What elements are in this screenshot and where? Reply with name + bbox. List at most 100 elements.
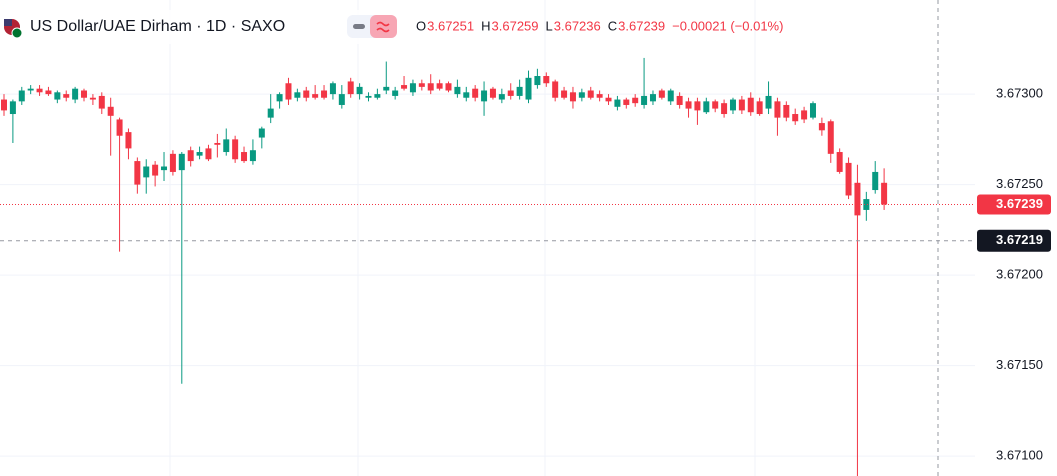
legend-value: 3.67236 bbox=[554, 18, 601, 33]
candle-body bbox=[249, 150, 256, 162]
candle-body bbox=[712, 101, 719, 109]
legend-key: H bbox=[481, 18, 490, 33]
candle-body bbox=[63, 94, 70, 98]
candle-body bbox=[241, 152, 248, 162]
pill-wave-icon[interactable] bbox=[376, 21, 390, 33]
candle-body bbox=[258, 128, 265, 138]
candle-body bbox=[489, 88, 496, 98]
candle-body bbox=[196, 152, 203, 156]
flag-us-canton bbox=[4, 19, 12, 26]
candle-body bbox=[18, 90, 25, 102]
candle-body bbox=[321, 90, 328, 98]
y-tick-label: 3.67200 bbox=[996, 267, 1043, 282]
candle-body bbox=[561, 90, 568, 98]
legend-key: C bbox=[608, 18, 617, 33]
candle-body bbox=[418, 83, 425, 87]
candles bbox=[1, 57, 888, 476]
candle-body bbox=[463, 92, 470, 98]
legend-value: 3.67259 bbox=[492, 18, 539, 33]
legend-change: −0.00021 (−0.01%) bbox=[672, 18, 783, 33]
candle-body bbox=[1, 99, 7, 111]
symbol-title[interactable]: US Dollar/UAE Dirham · 1D · SAXO bbox=[30, 18, 285, 35]
candle-body bbox=[454, 86, 461, 95]
candle-body bbox=[169, 153, 176, 172]
candle-body bbox=[116, 119, 123, 136]
candle-body bbox=[792, 114, 799, 122]
candle-body bbox=[854, 182, 861, 216]
legend-key: L bbox=[546, 18, 553, 33]
candle-body bbox=[498, 94, 505, 100]
last-price-box bbox=[977, 194, 1051, 215]
candle-body bbox=[294, 92, 301, 98]
candle-body bbox=[187, 150, 194, 162]
crosshair-price-label: 3.67219 bbox=[996, 232, 1043, 247]
candle-body bbox=[481, 90, 488, 102]
flag-icon bbox=[4, 19, 23, 39]
candle-body bbox=[303, 90, 310, 98]
candle-body bbox=[383, 86, 390, 91]
pill-dash-icon[interactable] bbox=[353, 24, 365, 29]
candle-body bbox=[543, 76, 550, 84]
candle-body bbox=[756, 101, 763, 115]
candle-body bbox=[703, 101, 710, 113]
candle-body bbox=[445, 83, 452, 91]
candle-body bbox=[596, 94, 603, 98]
candle-body bbox=[98, 95, 105, 109]
candle-body bbox=[765, 95, 772, 109]
candle-body bbox=[623, 99, 630, 105]
candle-body bbox=[223, 139, 230, 153]
candle-body bbox=[658, 90, 665, 98]
candle-body bbox=[436, 83, 443, 89]
candle-body bbox=[161, 166, 168, 171]
candle-body bbox=[818, 123, 825, 131]
candle-body bbox=[54, 92, 61, 100]
candle-body bbox=[605, 97, 612, 102]
candle-body bbox=[89, 97, 96, 100]
candle-body bbox=[267, 108, 274, 118]
candle-body bbox=[525, 77, 532, 100]
candle-body bbox=[694, 101, 701, 111]
candle-body bbox=[134, 161, 141, 185]
candle-body bbox=[587, 90, 594, 98]
candle-body bbox=[401, 85, 408, 89]
candle-body bbox=[801, 110, 808, 120]
price-axis: 3.67100 3.67150 3.67200 3.67250 3.67300 3.672… bbox=[977, 86, 1051, 463]
candle-body bbox=[356, 86, 363, 95]
indicator-pills[interactable] bbox=[347, 15, 397, 38]
candle-body bbox=[827, 121, 834, 154]
candle-body bbox=[329, 83, 336, 95]
grid bbox=[0, 93, 975, 457]
legend-value: 3.67251 bbox=[427, 18, 474, 33]
candle-body bbox=[72, 88, 79, 100]
candle-body bbox=[685, 101, 692, 109]
candle-body bbox=[427, 83, 434, 91]
candle-body bbox=[516, 86, 523, 96]
candle-body bbox=[392, 90, 399, 96]
candle-body bbox=[125, 132, 132, 149]
candle-body bbox=[614, 99, 621, 107]
candle-body bbox=[809, 103, 816, 118]
candle-body bbox=[507, 90, 514, 96]
legend-key: O bbox=[416, 18, 426, 33]
y-tick-label: 3.67150 bbox=[996, 357, 1043, 372]
pill-right[interactable] bbox=[370, 15, 397, 38]
candle-body bbox=[285, 83, 292, 100]
crosshair-price-box bbox=[977, 229, 1051, 252]
candle-body bbox=[649, 94, 656, 102]
y-tick-label: 3.67300 bbox=[996, 86, 1043, 101]
candle-body bbox=[205, 148, 212, 160]
ohlc-legend: O 3.67251 H 3.67259 L 3.67236 C 3.67239 −0.00021… bbox=[416, 18, 783, 33]
candle-body bbox=[578, 92, 585, 98]
candle-body bbox=[729, 99, 736, 111]
candle-body bbox=[569, 92, 576, 102]
candle-body bbox=[143, 166, 150, 178]
candle-body bbox=[552, 81, 559, 98]
y-tick-label: 3.67100 bbox=[996, 448, 1043, 463]
candle-body bbox=[738, 99, 745, 111]
candle-body bbox=[232, 139, 239, 160]
candle-body bbox=[863, 199, 870, 210]
candle-body bbox=[338, 94, 345, 105]
candle-body bbox=[9, 101, 16, 115]
